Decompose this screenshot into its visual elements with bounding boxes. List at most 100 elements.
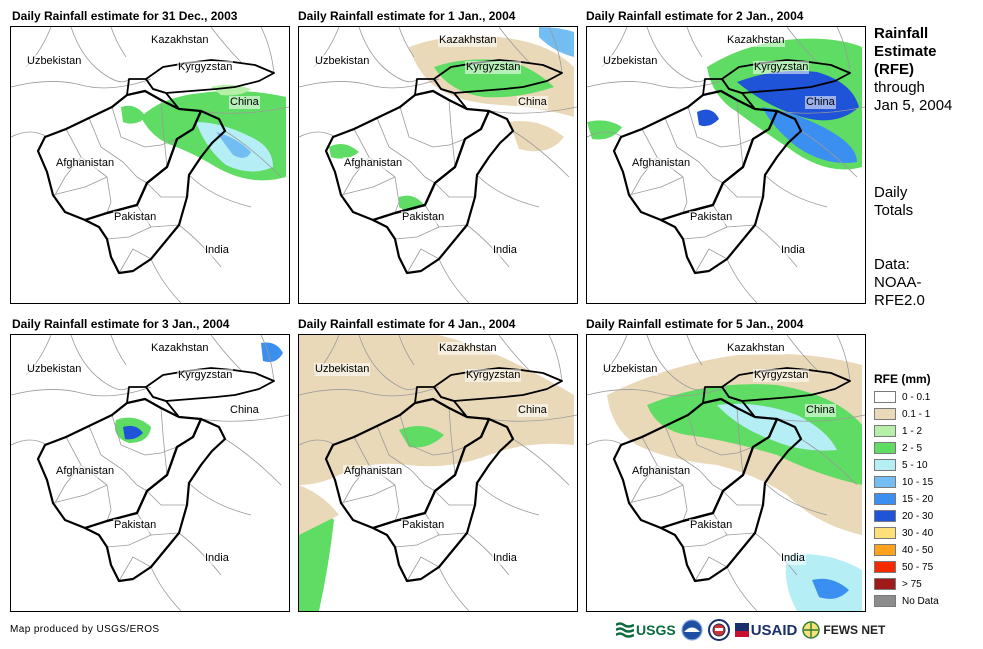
admin-boundary: [694, 556, 728, 582]
rainfall-area: [299, 511, 334, 611]
admin-boundary: [210, 27, 242, 63]
panel-title: Daily Rainfall estimate for 3 Jan., 2004: [12, 317, 230, 331]
admin-boundary: [682, 484, 688, 522]
admin-boundary: [406, 248, 440, 274]
rainfall-area: [299, 485, 339, 535]
admin-boundary: [118, 556, 152, 582]
admin-boundary: [70, 27, 130, 83]
legend-swatch: [874, 561, 896, 573]
country-border: [126, 386, 180, 418]
admin-boundary: [260, 27, 275, 74]
legend-item: 40 - 50: [874, 543, 933, 557]
admin-boundary: [110, 27, 127, 58]
legend-item: 30 - 40: [874, 526, 933, 540]
admin-boundary: [358, 335, 418, 391]
data-source-note: Data: NOAA- RFE2.0: [874, 256, 925, 309]
admin-boundary: [224, 438, 282, 486]
admin-boundary: [394, 484, 400, 522]
admin-boundary: [122, 469, 148, 492]
rainfall-area: [261, 342, 283, 362]
map-label-pakistan: Pakistan: [689, 519, 734, 532]
legend-title: RFE (mm): [874, 372, 931, 386]
admin-boundary: [466, 224, 510, 268]
admin-boundary: [726, 258, 758, 303]
map-label-india: India: [204, 244, 230, 257]
dos-seal-logo: [707, 619, 730, 641]
legend-swatch: [874, 527, 896, 539]
admin-boundary: [587, 131, 624, 138]
map-label-kyrgyzstan: Kyrgyzstan: [753, 369, 810, 382]
legend-label: 10 - 15: [902, 476, 934, 488]
rainfall-area: [123, 425, 143, 440]
admin-boundary: [800, 130, 858, 178]
admin-boundary: [178, 224, 222, 268]
admin-boundary: [376, 117, 412, 163]
admin-boundary: [682, 176, 688, 214]
admin-boundary: [410, 161, 436, 184]
legend-label: 0.1 - 1: [902, 408, 931, 420]
legend-swatch: [874, 459, 896, 471]
map-label-pakistan: Pakistan: [113, 211, 158, 224]
map-label-uzbekistan: Uzbekistan: [602, 55, 659, 68]
legend-item: 0 - 0.1: [874, 390, 930, 404]
admin-boundary: [466, 532, 510, 576]
admin-boundary: [448, 407, 456, 476]
admin-boundary: [88, 425, 124, 471]
legend-item: 50 - 75: [874, 560, 933, 574]
admin-boundary: [836, 27, 851, 74]
legend-item: No Data: [874, 594, 939, 608]
admin-boundary: [726, 566, 758, 611]
legend-label: No Data: [902, 595, 939, 607]
legend-label: 0 - 0.1: [902, 391, 931, 403]
admin-boundary: [299, 131, 336, 138]
admin-boundary: [144, 446, 178, 456]
map-label-kazakhstan: Kazakhstan: [150, 34, 210, 47]
panel-title: Daily Rainfall estimate for 4 Jan., 2004: [298, 317, 516, 331]
map-label-china: China: [805, 404, 836, 417]
admin-boundary: [664, 425, 700, 471]
admin-boundary: [146, 182, 187, 198]
admin-boundary: [376, 425, 412, 471]
admin-boundary: [210, 335, 242, 371]
country-border: [371, 417, 515, 583]
legend-swatch: [874, 476, 896, 488]
admin-boundary: [410, 469, 436, 492]
noaa-logo: [681, 619, 703, 641]
country-border: [702, 386, 756, 418]
admin-boundary: [646, 27, 706, 83]
admin-boundary: [358, 27, 418, 83]
map-canvas: [299, 27, 577, 303]
map-label-afghanistan: Afghanistan: [631, 465, 692, 478]
country-border: [414, 386, 468, 418]
admin-boundary: [448, 99, 456, 168]
legend-item: 5 - 10: [874, 458, 928, 472]
admin-boundary: [146, 490, 187, 506]
admin-boundary: [512, 438, 570, 486]
admin-boundary: [106, 226, 152, 240]
admin-boundary: [488, 414, 577, 422]
map-label-afghanistan: Afghanistan: [55, 465, 116, 478]
rainfall-map-panel: Kazakhstan Uzbekistan Kyrgyzstan China Afgha…: [298, 26, 578, 304]
usgs-logo: USGS: [616, 622, 676, 638]
admin-boundary: [628, 484, 684, 504]
legend-heading: Rainfall Estimate (RFE) through Jan 5, 2…: [874, 25, 953, 114]
admin-boundary: [200, 106, 289, 114]
admin-boundary: [340, 176, 396, 196]
legend-label: 15 - 20: [902, 493, 934, 505]
legend-swatch: [874, 391, 896, 403]
legend-item: 2 - 5: [874, 441, 922, 455]
admin-boundary: [144, 138, 178, 148]
admin-boundary: [722, 490, 763, 506]
map-label-china: China: [805, 96, 836, 109]
country-border: [83, 109, 227, 275]
admin-boundary: [118, 248, 152, 274]
map-label-uzbekistan: Uzbekistan: [314, 363, 371, 376]
admin-boundary: [754, 224, 798, 268]
admin-boundary: [698, 469, 724, 492]
admin-boundary: [488, 106, 577, 114]
admin-boundary: [720, 446, 754, 456]
admin-boundary: [800, 438, 858, 486]
map-label-afghanistan: Afghanistan: [343, 157, 404, 170]
rainfall-area: [121, 105, 146, 124]
admin-boundary: [188, 174, 252, 208]
